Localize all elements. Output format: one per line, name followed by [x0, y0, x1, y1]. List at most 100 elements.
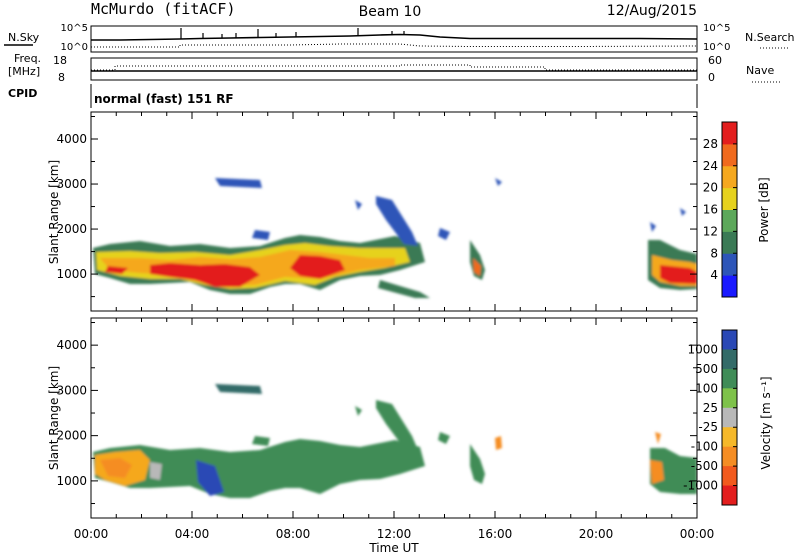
power-colorbar-swatch: [722, 209, 737, 232]
power-echo-ground: [378, 280, 430, 298]
velocity-echoes: [93, 384, 697, 498]
power-colorbar-swatch: [722, 187, 737, 210]
power-colorbar-swatch: [722, 165, 737, 189]
power-colorbar-tick-label: 16: [703, 203, 718, 217]
time-x-axis: 00:00 04:00 08:00 12:00 16:00 20:00 00:00: [74, 527, 715, 541]
power-y-tick-label: 2000: [56, 222, 87, 236]
velocity-echo-grey: [150, 462, 162, 480]
power-colorbar-swatch: [722, 143, 737, 167]
velocity-colorbar-swatch: [722, 368, 737, 389]
velocity-y-tick-label: 1000: [56, 474, 87, 488]
power-colorbar: 4 8 12 16 20 24 28: [703, 121, 738, 298]
date-label: 12/Aug/2015: [607, 3, 697, 19]
power-echo-core-2: [290, 255, 345, 279]
x-axis-label: Time UT: [368, 541, 419, 554]
power-colorbar-tick-label: 28: [703, 137, 718, 151]
power-colorbar-swatch: [722, 275, 737, 298]
velocity-colorbar-tick-label: 500: [695, 362, 718, 376]
nsky-spikes: [180, 28, 405, 39]
noise-tick-left-high: 10^5: [61, 23, 88, 34]
velocity-colorbar-label: Velocity [m s⁻¹]: [759, 376, 773, 469]
nsearch-series: [91, 43, 698, 48]
power-echo-core-1: [150, 263, 260, 287]
velocity-panel: 1000 2000 3000 4000 Slant Range [km] 1000 50…: [47, 317, 773, 519]
power-colorbar-swatch: [722, 253, 737, 276]
freq-tick-high: 18: [53, 54, 67, 67]
nave-series: [91, 64, 697, 71]
freq-label: Freq.: [14, 52, 41, 65]
power-echo-1530: [470, 240, 485, 280]
x-tick-label: 00:00: [680, 527, 715, 541]
noise-tick-left-low: 10^0: [61, 42, 88, 53]
power-ylabel: Slant Range [km]: [47, 160, 61, 264]
x-tick-label: 08:00: [276, 527, 311, 541]
nave-tick-high: 60: [708, 54, 722, 67]
velocity-colorbar-swatch: [722, 427, 737, 448]
power-colorbar-swatch: [722, 231, 737, 254]
power-echo-1530-hot: [473, 258, 481, 276]
x-tick-label: 20:00: [579, 527, 614, 541]
velocity-echo-darkorange: [100, 458, 132, 478]
power-colorbar-tick-label: 4: [710, 268, 718, 282]
power-colorbar-tick-label: 12: [703, 224, 718, 238]
noise-tick-right-low: 10^0: [703, 42, 730, 53]
radar-title: McMurdo (fitACF): [91, 0, 236, 18]
x-tick-label: 12:00: [377, 527, 412, 541]
velocity-colorbar-swatch: [722, 446, 737, 467]
nave-tick-low: 0: [708, 71, 715, 84]
velocity-y-tick-label: 4000: [56, 338, 87, 352]
cpid-label: CPID: [8, 87, 37, 100]
cpid-text: normal (fast) 151 RF: [94, 92, 234, 106]
power-colorbar-swatch: [722, 122, 737, 145]
power-echoes: [93, 178, 697, 298]
freq-panel: Freq. [MHz] 18 8 60 0 Nave: [8, 52, 780, 84]
velocity-colorbar-tick-label: -500: [691, 459, 718, 473]
velocity-colorbar-swatch: [722, 407, 737, 428]
velocity-echo-end-orange: [650, 460, 664, 484]
velocity-y-tick-label: 2000: [56, 429, 87, 443]
velocity-ylabel: Slant Range [km]: [47, 366, 61, 470]
velocity-colorbar-tick-label: 1000: [687, 342, 718, 356]
freq-unit: [MHz]: [8, 65, 40, 78]
velocity-colorbar-swatch: [722, 349, 737, 370]
velocity-y-axis: 1000 2000 3000 4000: [56, 318, 698, 518]
freq-tick-low: 8: [58, 71, 65, 84]
velocity-echo-far: [215, 384, 262, 394]
power-colorbar-tick-label: 24: [703, 159, 718, 173]
x-tick-label: 00:00: [74, 527, 109, 541]
power-y-tick-label: 4000: [56, 132, 87, 146]
power-colorbar-label: Power [dB]: [757, 177, 771, 242]
velocity-colorbar-swatch: [722, 485, 737, 506]
power-echo-core-3: [105, 266, 128, 274]
velocity-echo-1530: [470, 444, 485, 484]
nsearch-label: N.Search: [745, 31, 795, 44]
velocity-colorbar-tick-label: 100: [695, 381, 718, 395]
velocity-echo-end: [650, 448, 697, 494]
velocity-colorbar-tick-label: -1000: [683, 479, 718, 493]
power-echo-high: [376, 196, 418, 246]
velocity-colorbar-swatch: [722, 388, 737, 409]
velocity-colorbar-tick-label: 25: [703, 401, 718, 415]
velocity-colorbar-frame: [721, 329, 738, 506]
velocity-colorbar: 1000 500 100 25 -25 -100 -500 -1000: [683, 329, 738, 506]
power-y-tick-label: 3000: [56, 177, 87, 191]
power-panel: 1000 2000 3000 4000 Slant Range [km] 4 8 12 16…: [47, 111, 771, 312]
power-y-axis: 1000 2000 3000 4000: [56, 112, 698, 311]
velocity-y-tick-label: 3000: [56, 383, 87, 397]
nsky-series: [91, 33, 698, 41]
power-colorbar-tick-label: 20: [703, 181, 718, 195]
velocity-colorbar-tick-label: -100: [691, 440, 718, 454]
velocity-colorbar-swatch: [722, 466, 737, 487]
beam-label: Beam 10: [359, 4, 422, 20]
nave-label: Nave: [746, 64, 774, 77]
noise-panel: N.Sky 10^5 10^0 10^5 10^0 N.Search: [4, 23, 795, 53]
power-echo-far: [215, 178, 262, 188]
velocity-echo-blue: [196, 460, 224, 496]
power-y-tick-label: 1000: [56, 267, 87, 281]
velocity-echo-main: [93, 439, 425, 498]
velocity-colorbar-tick-label: -25: [698, 420, 718, 434]
noise-tick-right-high: 10^5: [703, 23, 730, 34]
velocity-colorbar-swatch: [722, 330, 737, 350]
x-tick-label: 16:00: [478, 527, 513, 541]
